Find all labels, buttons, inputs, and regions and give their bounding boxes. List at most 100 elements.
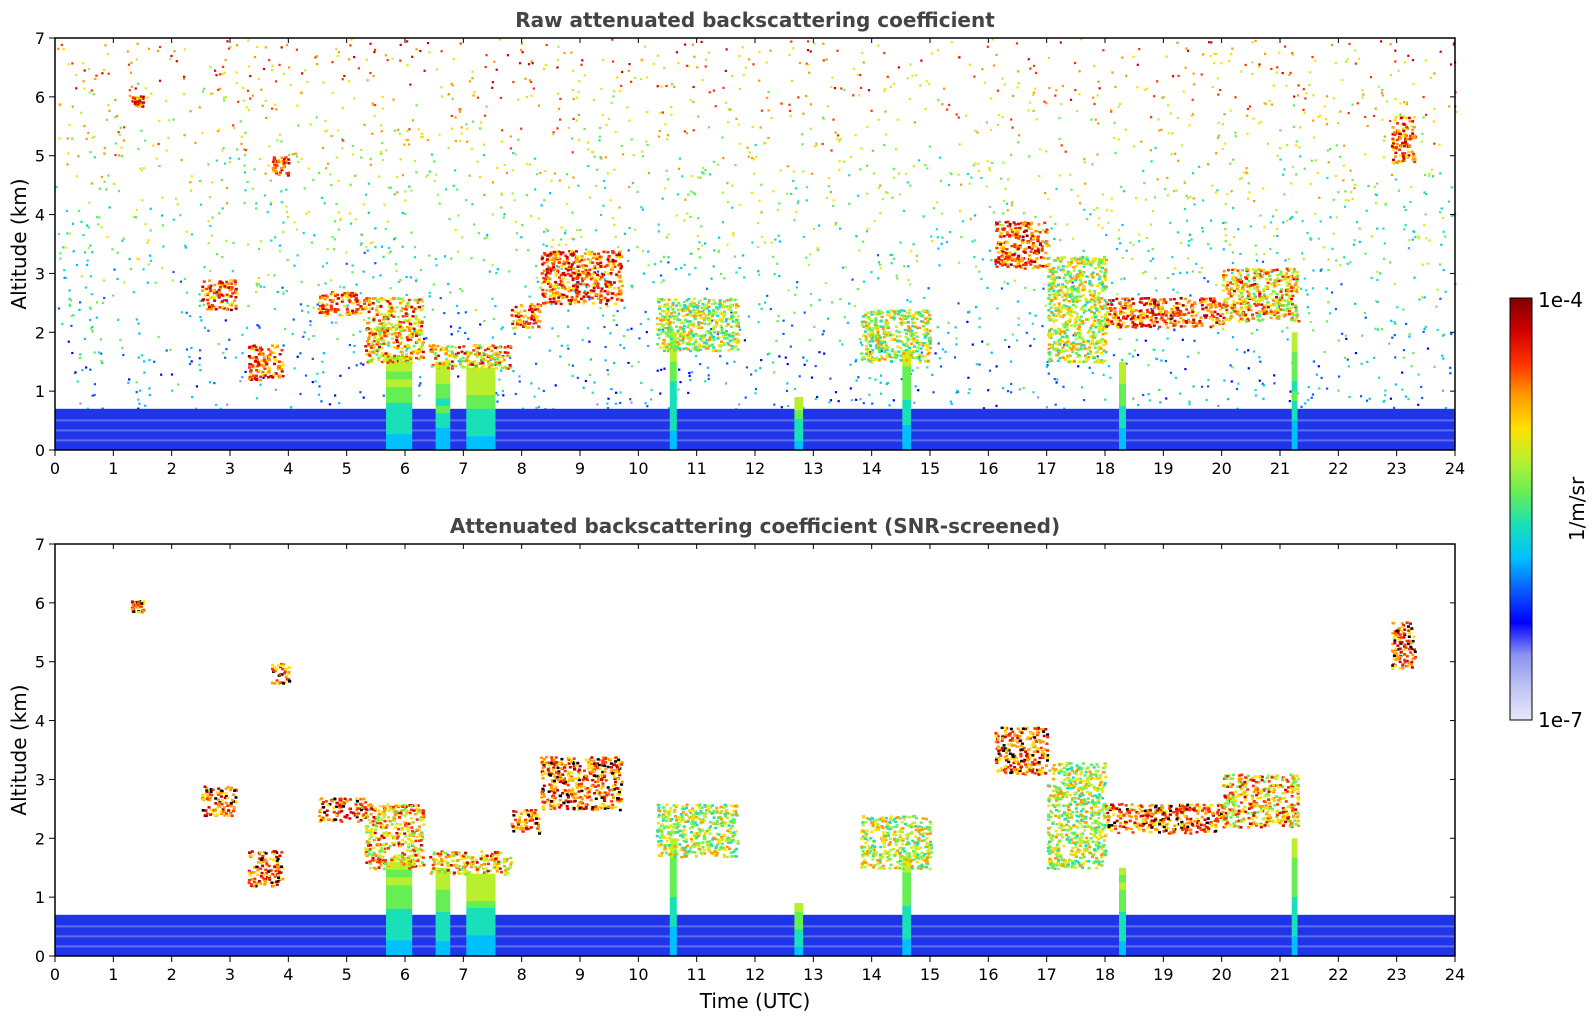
noise-pixel (270, 69, 274, 72)
noise-pixel (702, 172, 705, 175)
noise-pixel (856, 194, 860, 197)
noise-pixel (528, 295, 531, 298)
cloud-pixel (580, 258, 584, 262)
noise-pixel (606, 402, 609, 405)
noise-pixel (286, 259, 289, 262)
noise-pixel (729, 108, 732, 111)
noise-pixel (1253, 199, 1256, 203)
noise-pixel (629, 398, 632, 401)
noise-pixel (1394, 383, 1397, 386)
cloud-pixel (399, 336, 403, 340)
noise-pixel (1009, 153, 1013, 157)
noise-pixel (119, 339, 122, 342)
cloud-pixel (585, 291, 589, 294)
noise-pixel (528, 163, 531, 166)
noise-pixel (1332, 198, 1335, 201)
noise-pixel (1293, 95, 1296, 98)
cloud-pixel (617, 289, 621, 293)
cloud-pixel (713, 331, 716, 334)
noise-pixel (738, 87, 742, 90)
cloud-pixel (410, 305, 414, 309)
noise-pixel (949, 400, 952, 403)
noise-pixel (500, 206, 503, 209)
cloud-pixel (398, 321, 402, 324)
noise-pixel (1354, 62, 1357, 65)
cloud-pixel (365, 297, 369, 300)
noise-pixel (311, 381, 314, 384)
noise-pixel (415, 48, 418, 51)
cloud-pixel (273, 362, 276, 366)
noise-pixel (1251, 41, 1254, 44)
noise-pixel (1394, 49, 1397, 52)
noise-pixel (398, 132, 401, 135)
cloud-pixel (692, 322, 696, 325)
noise-pixel (1285, 84, 1288, 87)
noise-pixel (1433, 365, 1436, 368)
noise-pixel (1430, 168, 1434, 171)
noise-pixel (967, 376, 970, 379)
fall-streak (386, 379, 413, 388)
cloud-pixel (542, 269, 546, 272)
noise-pixel (1420, 140, 1423, 143)
noise-pixel (86, 224, 89, 227)
noise-pixel (468, 174, 471, 177)
cloud-pixel (559, 279, 563, 282)
noise-pixel (981, 340, 984, 343)
cloud-pixel (678, 348, 682, 352)
noise-pixel (631, 286, 634, 289)
noise-pixel (1096, 94, 1099, 97)
noise-pixel (108, 206, 111, 209)
cloud-pixel (678, 334, 682, 338)
noise-pixel (430, 153, 433, 156)
noise-pixel (232, 241, 235, 244)
noise-pixel (242, 86, 245, 89)
noise-pixel (348, 80, 351, 83)
noise-pixel (233, 127, 236, 130)
noise-pixel (406, 129, 409, 133)
cloud-pixel (255, 369, 259, 372)
noise-pixel (198, 304, 201, 307)
cloud-pixel (398, 301, 402, 305)
cloud-pixel (735, 338, 739, 342)
cloud-pixel (548, 285, 552, 288)
noise-pixel (619, 343, 622, 347)
noise-pixel (1337, 191, 1340, 194)
noise-pixel (1396, 306, 1399, 309)
noise-pixel (399, 43, 402, 46)
noise-pixel (158, 165, 161, 168)
noise-pixel (71, 222, 75, 225)
noise-pixel (337, 211, 340, 214)
noise-pixel (1038, 175, 1041, 178)
cloud-pixel (916, 356, 920, 359)
noise-pixel (211, 92, 214, 95)
noise-pixel (988, 166, 991, 170)
noise-pixel (700, 225, 703, 228)
cloud-pixel (251, 374, 255, 378)
noise-pixel (957, 302, 960, 305)
noise-pixel (1166, 176, 1169, 180)
cloud-pixel (248, 345, 252, 349)
noise-pixel (1438, 143, 1441, 146)
cloud-pixel (220, 293, 224, 296)
cloud-pixel (381, 327, 384, 331)
noise-pixel (778, 240, 781, 243)
noise-pixel (1138, 48, 1141, 51)
noise-pixel (1255, 253, 1258, 256)
cloud-pixel (325, 310, 329, 313)
cloud-pixel (529, 307, 533, 311)
noise-pixel (311, 357, 314, 360)
noise-pixel (784, 356, 787, 359)
cloud-pixel (712, 335, 716, 339)
cloud-pixel (367, 344, 371, 348)
noise-pixel (1254, 388, 1257, 392)
noise-pixel (90, 293, 93, 296)
cloud-pixel (272, 160, 276, 164)
cloud-pixel (258, 346, 262, 349)
noise-pixel (172, 118, 175, 121)
cloud-pixel (662, 338, 666, 342)
cloud-pixel (369, 360, 373, 363)
noise-pixel (842, 160, 846, 163)
cloud-pixel (732, 311, 736, 315)
cloud-pixel (873, 358, 877, 361)
noise-pixel (1140, 140, 1143, 143)
